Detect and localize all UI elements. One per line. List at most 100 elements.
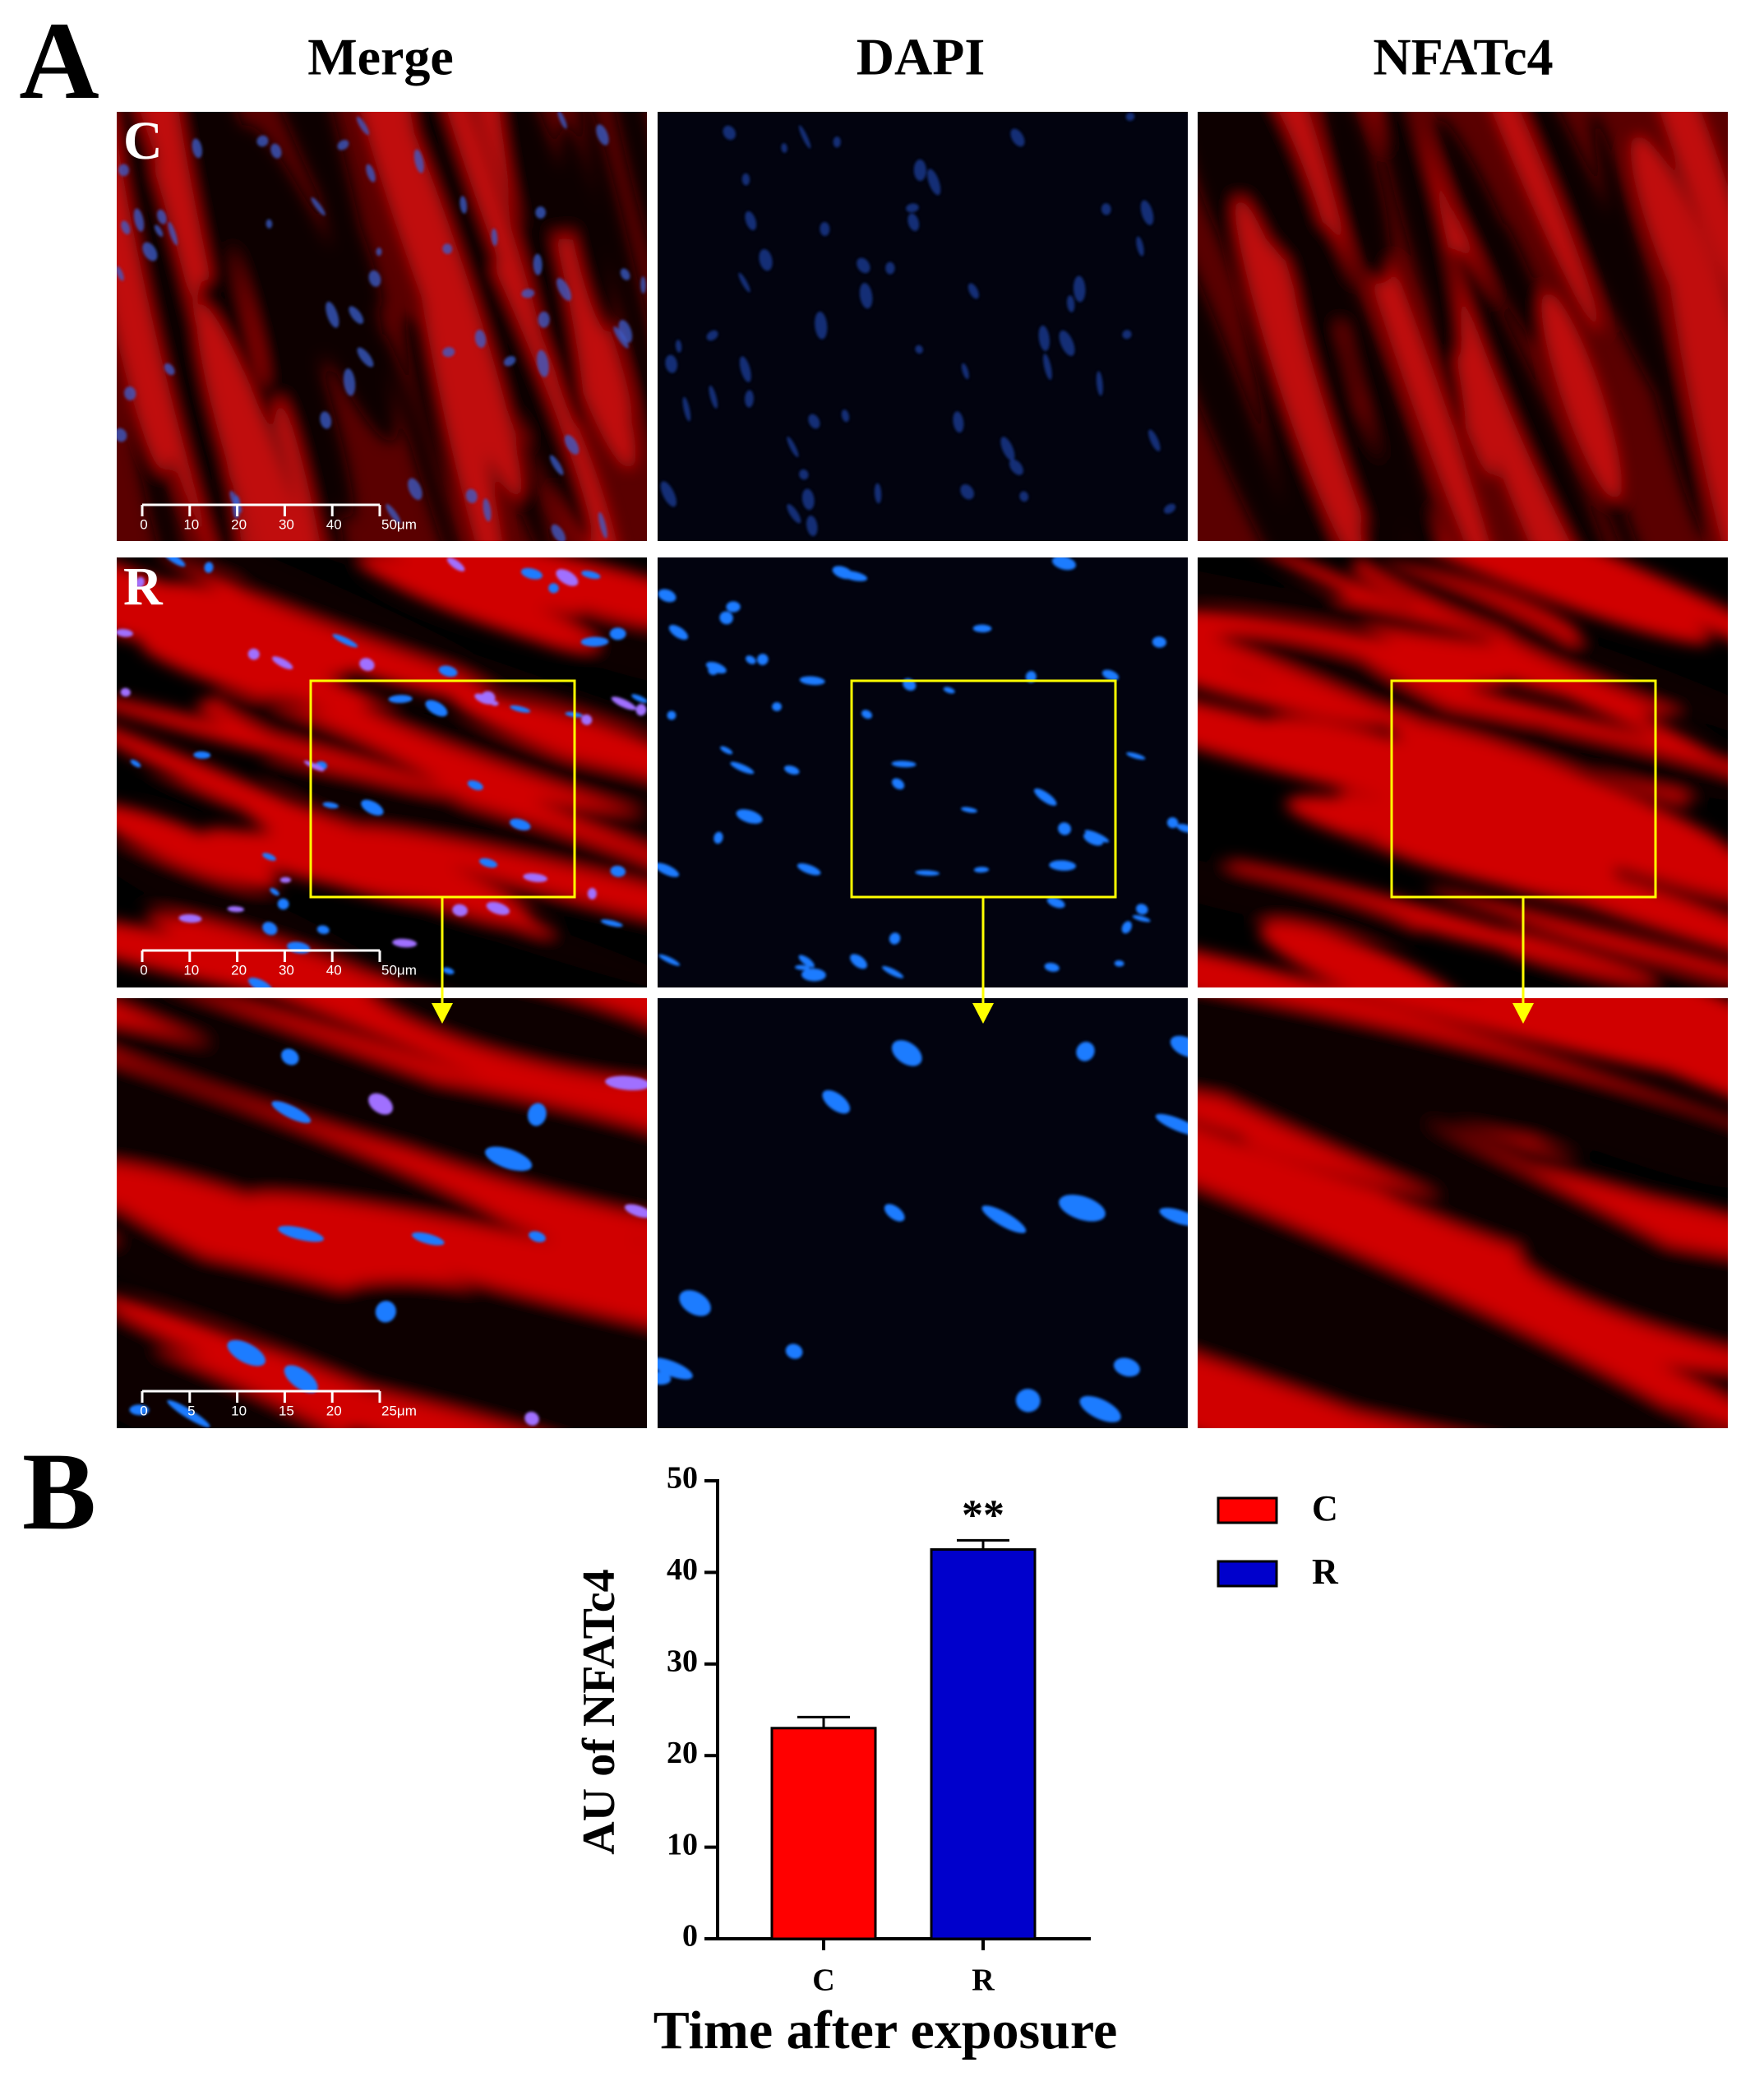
nucleus (485, 1146, 533, 1172)
fiber (117, 557, 252, 629)
nucleus (882, 966, 904, 978)
zoom-arrowhead (1512, 1003, 1534, 1024)
fiber-gap (1206, 634, 1430, 707)
nucleus (157, 209, 167, 224)
micrograph (1198, 557, 1728, 987)
nucleus (284, 1365, 318, 1394)
fiber-gap (497, 112, 584, 430)
fiber-gap (559, 123, 613, 332)
nucleus (746, 655, 756, 664)
nucleus (368, 1093, 393, 1115)
nucleus (256, 135, 269, 147)
x-axis-title: Time after exposure (653, 2000, 1118, 2060)
nucleus (411, 1232, 445, 1246)
nucleus (322, 802, 339, 809)
nucleus (973, 867, 990, 873)
nucleus (135, 576, 145, 589)
nucleus (795, 964, 810, 970)
fiber-gap (132, 401, 192, 541)
nucleus (425, 700, 448, 717)
nucleus (388, 695, 413, 704)
fiber (117, 688, 460, 795)
nucleus (1148, 429, 1161, 451)
scale-bar-label: 40 (326, 516, 342, 532)
nucleus (117, 628, 133, 637)
fiber-gap (1198, 557, 1497, 644)
nucleus (368, 270, 381, 287)
scale-bar-label: 10 (183, 962, 199, 978)
nucleus (741, 173, 750, 186)
nucleus (1121, 921, 1132, 934)
fiber (117, 803, 279, 890)
nucleus (799, 676, 825, 686)
nucleus (1140, 200, 1154, 225)
nucleus (520, 567, 543, 580)
nucleus (527, 1103, 547, 1126)
fiber (1198, 1293, 1532, 1428)
nucleus (320, 411, 332, 429)
nucleus (271, 656, 293, 670)
fiber-gap (1357, 557, 1580, 654)
nucleus (620, 268, 630, 280)
nucleus (168, 221, 178, 246)
fiber (1249, 557, 1721, 761)
nucleus (874, 483, 882, 504)
nucleus (610, 865, 626, 877)
nucleus (1019, 491, 1029, 502)
nucleus (587, 887, 597, 900)
nucleus (490, 701, 499, 706)
fiber-gap (361, 703, 647, 862)
nucleus (596, 124, 609, 146)
fiber-gap (242, 124, 396, 443)
nucleus (193, 751, 211, 759)
fiber-layer (1198, 557, 1728, 987)
nucleus (452, 904, 468, 917)
nucleus (376, 247, 382, 257)
nucleus (1010, 128, 1025, 147)
fiber (1337, 792, 1728, 968)
nucleus (668, 625, 689, 641)
fiber (413, 557, 647, 649)
nucleus (1044, 963, 1060, 972)
nucleus (270, 888, 279, 896)
nucleus (1000, 437, 1015, 461)
fiber (210, 576, 542, 724)
nucleus (665, 354, 678, 373)
nucleus (1096, 371, 1103, 396)
nucleus (891, 1040, 922, 1066)
scale-bar-label: 0 (140, 1403, 147, 1418)
nucleus (738, 272, 750, 293)
nucleus (459, 196, 468, 214)
nucleus (961, 363, 969, 380)
nucleus (303, 761, 325, 772)
nucleus (798, 955, 815, 968)
nucleus (142, 242, 158, 261)
nucleus (787, 504, 801, 524)
nucleus (154, 224, 164, 237)
nucleus (799, 469, 809, 480)
nuclei-layer (129, 1048, 647, 1428)
nucleus (538, 311, 550, 328)
fiber-gap (1416, 210, 1467, 444)
fiber (1198, 609, 1507, 687)
nucleus (386, 504, 401, 525)
nucleus (120, 687, 131, 697)
fiber-layer (117, 557, 647, 987)
nucleus (719, 611, 733, 625)
nucleus (133, 208, 145, 232)
fiber-layer (1198, 998, 1728, 1428)
nucleus (361, 799, 384, 816)
nucleus (613, 326, 629, 349)
fiber (558, 277, 636, 469)
nucleus (1015, 1389, 1041, 1413)
nucleus (1067, 295, 1075, 312)
micrograph (1198, 112, 1728, 541)
nucleus (227, 906, 244, 913)
nucleus (1051, 557, 1076, 571)
nucleus (277, 898, 289, 910)
nucleus (960, 483, 974, 500)
nucleus (1132, 915, 1151, 923)
nucleus (915, 345, 923, 354)
